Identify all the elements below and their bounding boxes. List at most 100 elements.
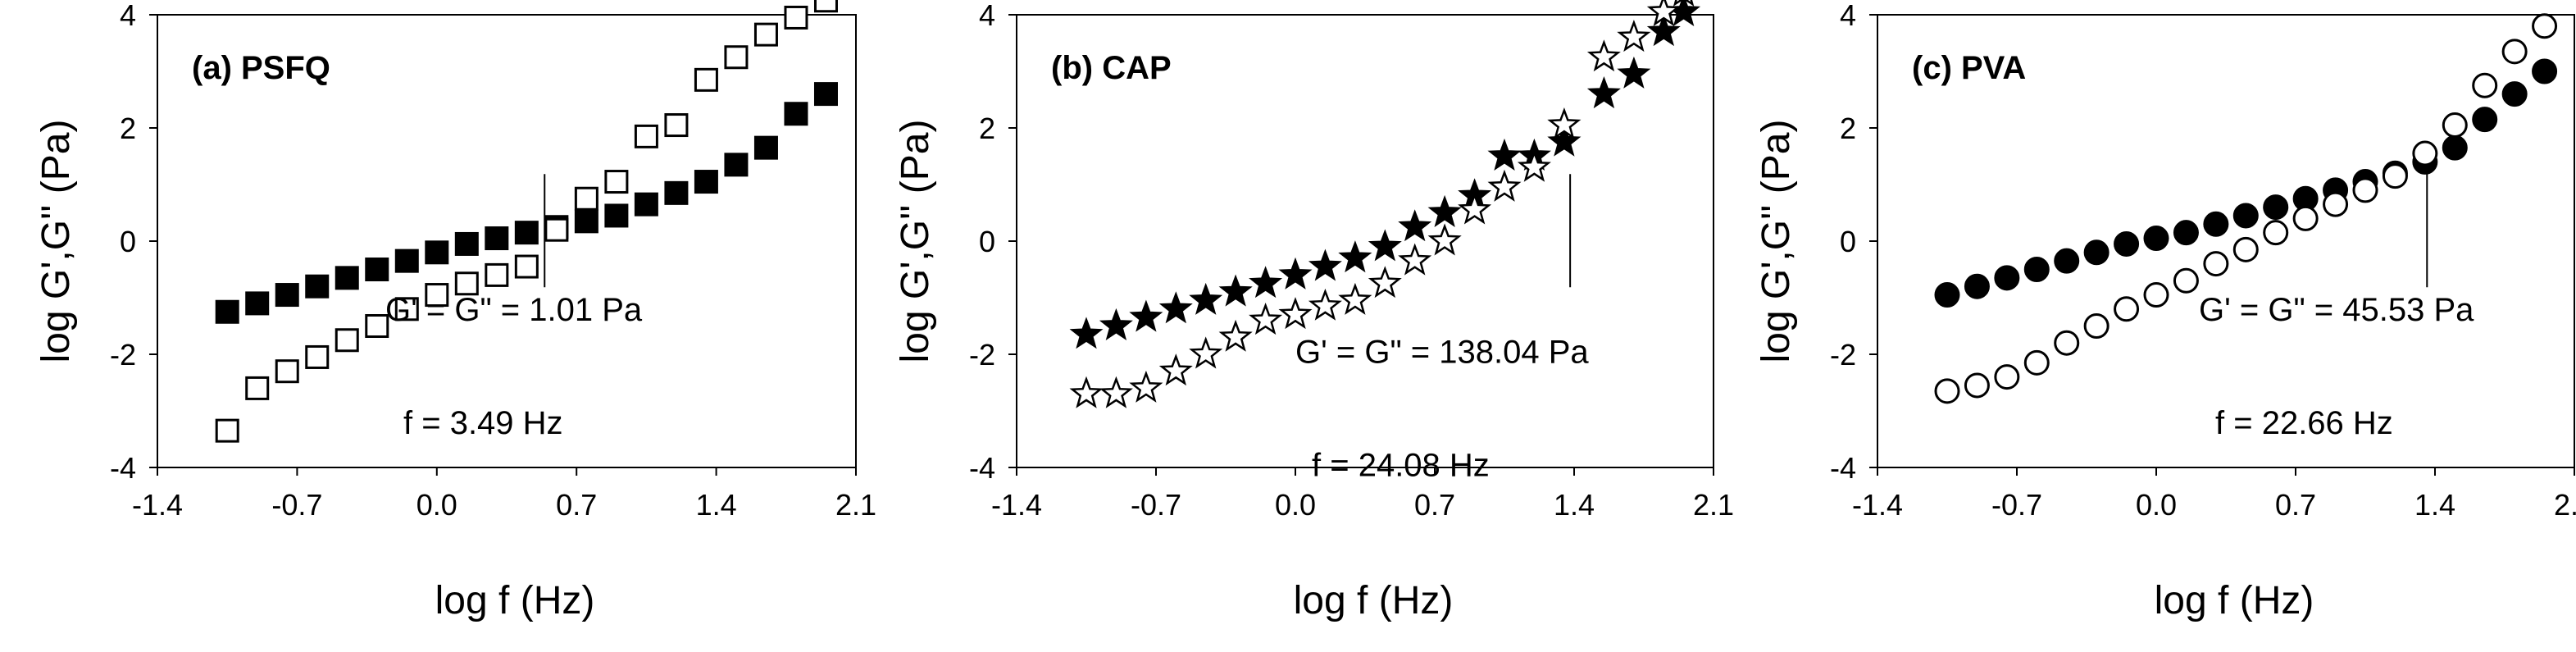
y-axis-label: log G',G'' (Pa) [894,120,937,363]
panel-c: -1.4 -0.7 0.0 0.7 1.4 2.1 4 2 0 -2 -4 log f (Hz) log… [1755,0,2576,622]
filled-star-point [1646,14,1681,47]
x-tick-label: -1.4 [1852,488,1903,522]
hollow-star-point [1427,223,1462,256]
x-tick-label: 0.0 [1275,488,1316,522]
filled-circle-point [2083,239,2109,266]
hollow-star-point [1189,336,1223,369]
y-tick-label: 4 [979,0,995,32]
hollow-circle-point [2412,140,2438,166]
y-tick-label: -2 [1830,338,1856,372]
hollow-square-point [784,5,808,30]
x-tick-label: 0.0 [2136,488,2177,522]
hollow-circle-point [1964,372,1990,399]
filled-star-point [1338,240,1372,273]
crossover-modulus-annotation: G' = G" = 45.53 Pa [2199,292,2474,328]
filled-star-point [1547,124,1582,157]
hollow-star-point [1547,107,1582,140]
x-axis-label: log f (Hz) [435,579,595,622]
filled-square-point [813,82,838,107]
x-tick-label: 2.1 [1693,488,1734,522]
x-tick-label: 0.7 [1414,488,1455,522]
hollow-star-point [1487,169,1522,202]
x-axis-label: log f (Hz) [1294,579,1454,622]
filled-star-point [1249,266,1283,299]
filled-square-point [454,231,479,256]
hollow-square-point [694,67,718,92]
hollow-square-point [305,344,330,369]
hollow-star-point [1517,149,1551,182]
crossover-frequency-annotation: f = 3.49 Hz [403,405,563,441]
crossover-frequency-annotation: f = 22.66 Hz [2215,405,2393,441]
hollow-circle-point [2323,191,2349,217]
hollow-star-point [1308,288,1342,321]
hollow-square-point [753,22,778,47]
hollow-circle-point [2292,205,2319,231]
filled-circle-point [2532,58,2558,84]
hollow-square-point [454,271,479,296]
x-tick-label: 1.4 [2414,488,2455,522]
panel-a: -1.4 -0.7 0.0 0.7 1.4 2.1 4 2 0 -2 -4 log f (Hz) log… [34,0,876,622]
y-tick-label: -2 [110,338,136,372]
filled-circle-point [2203,211,2229,237]
hollow-circle-point [2472,72,2498,98]
crossover-modulus-annotation: G' = G" = 1.01 Pa [385,292,643,328]
hollow-circle-point [2143,282,2169,308]
y-tick-label: 2 [1840,112,1856,145]
filled-square-point [275,283,299,308]
panel-title: (b) CAP [1051,50,1172,86]
filled-star-point [1099,308,1133,340]
hollow-square-point [485,262,509,287]
y-axis-label: log G',G'' (Pa) [34,120,78,363]
hollow-square-point [245,376,270,400]
filled-star-point [1487,138,1522,171]
filled-circle-point [2232,203,2259,229]
filled-square-point [634,192,658,217]
x-axis-label: log f (Hz) [2155,579,2314,622]
hollow-square-point [544,217,569,242]
hollow-star-point [1673,0,1695,7]
hollow-star-point [1646,0,1681,26]
hollow-square-point [813,0,838,13]
panel-b: -1.4 -0.7 0.0 0.7 1.4 2.1 4 2 0 -2 -4 log f (Hz) log… [894,0,1734,622]
y-tick-label: -4 [110,451,136,485]
filled-square-point [664,180,689,205]
x-tick-label: -0.7 [1991,488,2042,522]
y-tick-label: 0 [120,225,136,258]
y-axis-label: log G',G'' (Pa) [1755,120,1798,363]
filled-square-point [574,209,598,234]
filled-circle-point [2442,135,2468,161]
hollow-circle-point [2023,349,2050,376]
hollow-circle-point [2263,220,2289,246]
hollow-star-point [1278,297,1313,330]
filled-circle-point [2501,81,2528,107]
filled-square-point [753,135,778,160]
filled-circle-point [2114,230,2140,257]
hollow-square-point [275,359,299,384]
hollow-square-point [394,297,419,321]
filled-star-point [1069,317,1104,349]
filled-star-point [1368,229,1402,262]
y-tick-label: 0 [1840,225,1856,258]
hollow-star-point [1398,243,1432,276]
filled-star-point [1278,257,1313,290]
filled-star-point [1218,274,1253,307]
hollow-circle-point [2114,296,2140,322]
hollow-circle-point [2232,236,2259,262]
filled-square-point [215,299,239,324]
filled-circle-point [2472,107,2498,133]
filled-star-point [1667,0,1701,26]
filled-square-point [305,274,330,299]
hollow-circle-point [2173,267,2199,294]
y-tick-label: -4 [969,451,995,485]
hollow-star-point [1586,39,1621,72]
x-tick-label: -0.7 [1131,488,1181,522]
hollow-star-point [1249,303,1283,335]
hollow-circle-point [1994,364,2020,390]
filled-square-point [604,203,629,228]
filled-square-point [514,221,539,245]
hollow-star-point [1458,192,1492,225]
hollow-square-point [724,45,749,70]
hollow-square-point [514,254,539,279]
filled-star-point [1308,248,1342,281]
x-tick-label: 0.7 [2275,488,2316,522]
